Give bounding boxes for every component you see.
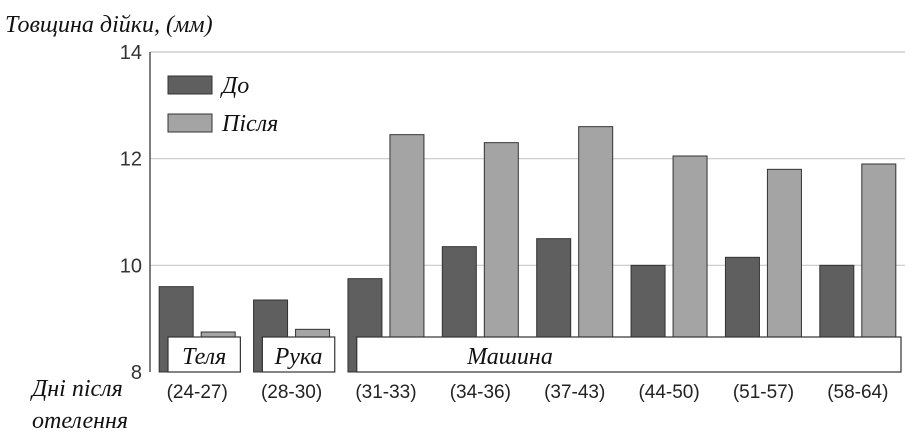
legend-label: Після <box>221 111 278 137</box>
legend: До Після <box>167 73 278 137</box>
group-label: Рука <box>274 344 323 370</box>
x-tick-label: (58-64) <box>827 382 888 403</box>
bar-pislia <box>672 155 708 373</box>
x-tick-label: (51-57) <box>733 382 794 403</box>
bar-pislia <box>578 126 614 373</box>
x-tick-label: (28-30) <box>261 382 322 403</box>
group-label: Машина <box>466 344 553 370</box>
x-axis-label: Дні після отелення <box>30 376 128 434</box>
group-box <box>356 336 902 373</box>
bars <box>158 126 897 373</box>
legend-label: До <box>220 73 249 99</box>
y-tick-label: 12 <box>120 149 142 171</box>
x-tick-label: (24-27) <box>167 382 228 403</box>
legend-swatch <box>167 113 213 133</box>
x-tick-labels: (24-27) (28-30) (31-33) (34-36) (37-43) (44-5… <box>167 382 889 403</box>
legend-swatch <box>167 75 213 95</box>
group-label: Теля <box>182 344 226 370</box>
y-tick-label: 10 <box>120 255 142 277</box>
y-axis-label: Товщина дійки, (мм) <box>5 12 213 38</box>
bar-pislia <box>483 142 519 373</box>
x-tick-label: (31-33) <box>355 382 416 403</box>
x-tick-label: (44-50) <box>638 382 699 403</box>
group-box <box>167 336 241 373</box>
x-tick-label: (37-43) <box>544 382 605 403</box>
y-tick-labels: 8 10 12 14 <box>120 42 142 384</box>
group-box <box>261 336 336 373</box>
bar-pislia <box>389 134 425 373</box>
group-labels: Теля Рука Машина <box>167 336 902 373</box>
y-tick-label: 8 <box>131 362 142 384</box>
x-tick-label: (34-36) <box>450 382 511 403</box>
x-axis-label-text: Дні після отелення <box>30 376 128 434</box>
y-tick-label: 14 <box>120 42 142 64</box>
